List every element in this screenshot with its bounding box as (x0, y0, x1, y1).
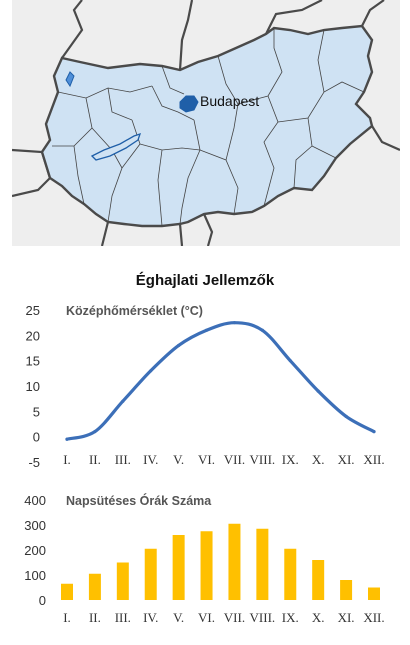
sunshine-y-tick-label: 400 (24, 493, 46, 508)
temperature-data-point (288, 359, 292, 363)
sunshine-bar (256, 528, 269, 600)
sunshine-x-tick-label: VII. (224, 610, 245, 625)
sunshine-x-tick-label: IV. (143, 610, 158, 625)
temperature-y-tick-label: 0 (33, 430, 40, 445)
charts-title: Éghajlati Jellemzők (135, 272, 275, 289)
temperature-data-point (232, 321, 237, 325)
sunshine-chart-title: Napsütéses Órák Száma (66, 493, 212, 508)
temperature-y-tick-label: 20 (26, 328, 40, 343)
sunshine-x-tick-label: IX. (282, 610, 299, 625)
temperature-y-tick-label: 10 (26, 379, 40, 394)
lake-balaton (90, 132, 142, 161)
sunshine-bar (144, 548, 157, 600)
sunshine-x-tick-label: V. (173, 610, 184, 625)
sunshine-x-tick-label: III. (115, 610, 131, 625)
temperature-chart-svg: Középhőmérséklet (°C) 25 20 15 10 5 0 -5 I. II. II… (26, 303, 385, 470)
temperature-data-point (177, 343, 181, 348)
temperature-x-tick-label: XI. (338, 452, 355, 467)
sunshine-chart-svg: Napsütéses Órák Száma 400 300 200 100 0 I. II. I… (24, 493, 384, 625)
temperature-chart-title: Középhőmérséklet (°C) (66, 304, 203, 318)
sunshine-bar (172, 535, 185, 600)
budapest-marker (179, 95, 199, 113)
temperature-x-tick-label: III. (115, 452, 131, 467)
sunshine-x-tick-label: VIII. (250, 610, 276, 625)
sunshine-y-tick-label: 300 (24, 518, 46, 533)
hungary-map-svg: Budapest (12, 0, 400, 246)
county-lines (52, 28, 365, 227)
sunshine-bar (116, 562, 129, 600)
sunshine-x-tick-label: XI. (338, 610, 355, 625)
temperature-data-point (372, 430, 376, 434)
sunshine-x-tick-label: II. (89, 610, 101, 625)
temperature-y-tick-label: 5 (33, 404, 40, 419)
sunshine-y-tick-label: 100 (24, 568, 46, 583)
neighbor-borders (12, 0, 400, 246)
country-outline (40, 24, 374, 228)
sunshine-y-tick-label: 0 (39, 593, 46, 608)
temperature-series-line (65, 321, 376, 441)
sunshine-y-tick-label: 200 (24, 543, 46, 558)
sunshine-bar (340, 580, 353, 600)
sunshine-bar (228, 523, 241, 600)
temperature-x-tick-label: IV. (143, 452, 158, 467)
temperature-x-tick-label: VI. (198, 452, 215, 467)
temperature-data-point (316, 389, 320, 393)
temperature-data-point (344, 414, 348, 418)
temperature-x-tick-label: IX. (282, 452, 299, 467)
hungary-map: Budapest (12, 0, 400, 246)
temperature-x-tick-label: I. (63, 452, 71, 467)
sunshine-bar (88, 573, 101, 600)
temperature-x-tick-label: XII. (363, 452, 384, 467)
lake-neusiedl (65, 71, 75, 88)
temperature-x-tick-label: VIII. (250, 452, 276, 467)
temperature-y-tick-label: 15 (26, 354, 40, 369)
sunshine-bar (312, 560, 325, 600)
budapest-label: Budapest (200, 93, 259, 109)
temperature-x-tick-label: V. (173, 452, 184, 467)
sunshine-x-tick-label: I. (63, 610, 71, 625)
temperature-data-point (260, 328, 264, 332)
temperature-data-point (65, 437, 69, 441)
temperature-data-point (121, 399, 125, 403)
temperature-data-point (93, 430, 97, 434)
temperature-data-point (204, 328, 209, 332)
sunshine-bar (200, 531, 213, 600)
sunshine-x-tick-label: VI. (198, 610, 215, 625)
sunshine-bar (284, 548, 297, 600)
sunshine-bar (368, 587, 380, 600)
sunshine-x-tick-label: XII. (363, 610, 384, 625)
sunshine-chart: Napsütéses Órák Száma 400 300 200 100 0 I. II. I… (0, 486, 410, 636)
temperature-data-point (149, 369, 153, 373)
temperature-x-tick-label: VII. (224, 452, 245, 467)
temperature-x-tick-label: II. (89, 452, 101, 467)
temperature-chart: Középhőmérséklet (°C) 25 20 15 10 5 0 -5 I. II. II… (0, 296, 410, 476)
sunshine-x-tick-label: X. (312, 610, 325, 625)
temperature-x-tick-label: X. (312, 452, 325, 467)
temperature-y-tick-label: -5 (28, 455, 40, 470)
temperature-y-tick-label: 25 (26, 303, 40, 318)
sunshine-bar (61, 583, 73, 600)
